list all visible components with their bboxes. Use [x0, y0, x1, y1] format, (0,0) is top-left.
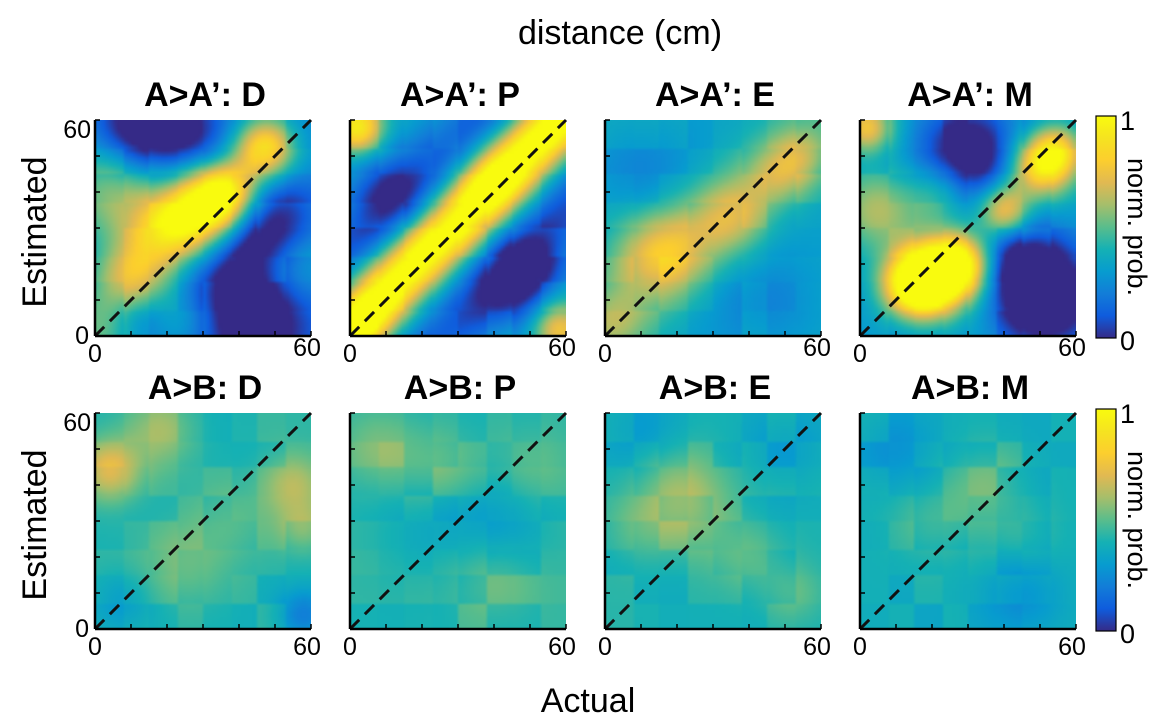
y-axis-label-bottom: Estimated [16, 449, 54, 600]
panel-title: A>A’: E [655, 76, 775, 114]
x-tick-label: 0 [343, 340, 357, 368]
colorbar-min-label: 0 [1120, 326, 1135, 356]
diagonal-reference-line [603, 118, 823, 338]
diagonal-reference-line [603, 411, 823, 631]
heatmap-panel: A>B: P 0 60 [343, 369, 576, 661]
x-tick-label: 60 [293, 633, 321, 661]
heatmap-panel: A>A’: M 0 60 [853, 76, 1086, 368]
diagonal-reference-line [348, 118, 568, 338]
heatmap-panel: A>A’: D 0 60 0 60 [63, 76, 321, 368]
diagonal-reference-line [93, 118, 313, 338]
x-tick-label: 0 [853, 340, 867, 368]
diagonal-reference-line [348, 411, 568, 631]
x-tick-label: 60 [1058, 334, 1086, 362]
heatmap-panel: A>A’: E 0 60 [598, 76, 831, 368]
y-axis-label-top: Estimated [16, 156, 54, 307]
heatmap-panel: A>B: D 0 60 0 60 [63, 369, 321, 661]
y-tick-label: 0 [75, 615, 89, 643]
panel-title: A>B: D [148, 369, 262, 407]
diagonal-reference-line [858, 411, 1078, 631]
panel-title: A>B: E [659, 369, 771, 407]
colorbar: 1 0 norm. prob. [1095, 399, 1152, 649]
panel-title: A>A’: M [907, 76, 1033, 114]
colorbar-max-label: 1 [1120, 106, 1135, 136]
heatmap-panel: A>A’: P 0 60 [343, 76, 576, 368]
x-tick-label: 0 [88, 340, 102, 368]
colorbar-gradient [1095, 115, 1117, 339]
y-tick-label: 60 [63, 116, 91, 144]
x-tick-label: 60 [803, 334, 831, 362]
diagonal-reference-line [93, 411, 313, 631]
heatmap-panel: A>B: M 0 60 [853, 369, 1086, 661]
y-tick-label: 60 [63, 409, 91, 437]
x-tick-label: 0 [88, 633, 102, 661]
colorbar-label: norm. prob. [1122, 158, 1152, 296]
x-tick-label: 0 [598, 633, 612, 661]
panel-title: A>A’: D [144, 76, 266, 114]
x-tick-label: 60 [1058, 633, 1086, 661]
x-tick-label: 0 [343, 633, 357, 661]
x-tick-label: 0 [853, 633, 867, 661]
panel-title: A>B: P [404, 369, 516, 407]
colorbar-label: norm. prob. [1122, 451, 1152, 589]
colorbar-gradient [1095, 408, 1117, 632]
colorbar-min-label: 0 [1120, 619, 1135, 649]
colorbar-max-label: 1 [1120, 399, 1135, 429]
diagonal-reference-line [858, 118, 1078, 338]
x-tick-label: 60 [293, 334, 321, 362]
x-axis-label: Actual [541, 682, 636, 719]
colorbar: 1 0 norm. prob. [1095, 106, 1152, 356]
x-tick-label: 0 [598, 340, 612, 368]
heatmap-panel: A>B: E 0 60 [598, 369, 831, 661]
y-tick-label: 0 [75, 322, 89, 350]
x-tick-label: 60 [548, 334, 576, 362]
x-tick-label: 60 [803, 633, 831, 661]
panel-title: A>B: M [911, 369, 1029, 407]
panel-title: A>A’: P [400, 76, 520, 114]
distance-label: distance (cm) [518, 14, 722, 52]
x-tick-label: 60 [548, 633, 576, 661]
